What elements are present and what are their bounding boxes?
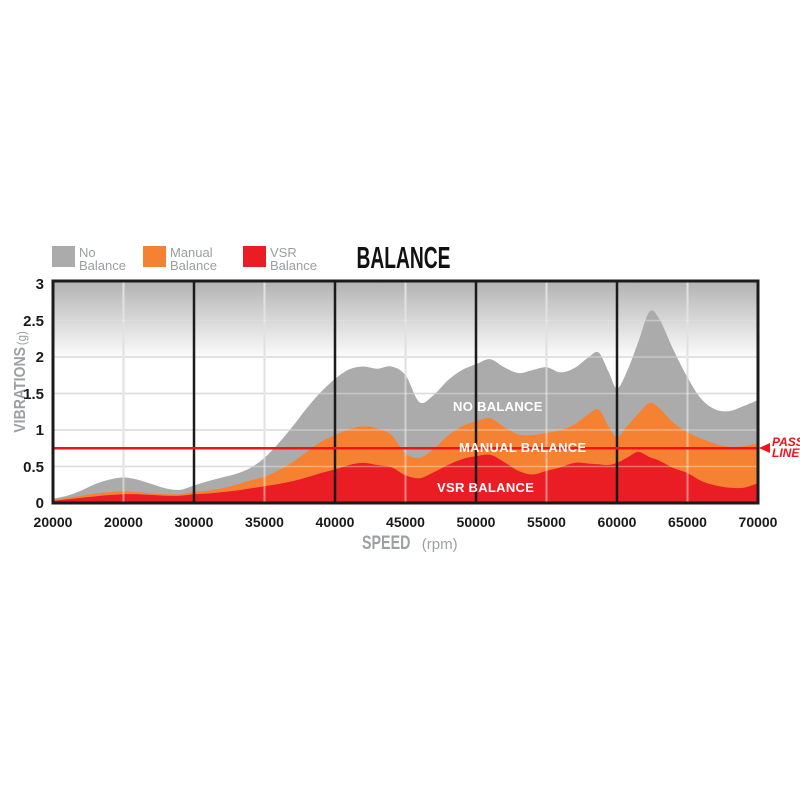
x-tick-label: 35000 xyxy=(245,514,284,530)
x-tick-label: 20000 xyxy=(104,514,143,530)
legend-line: Balance xyxy=(79,258,126,273)
y-tick-label: 2 xyxy=(35,349,44,366)
y-axis-unit: (g) xyxy=(13,331,29,346)
x-tick-label: 65000 xyxy=(668,514,707,530)
no-balance-area-label: NO BALANCE xyxy=(453,399,543,414)
legend-item-manual-balance: Manual Balance xyxy=(143,246,217,272)
legend-line: VSR xyxy=(270,245,297,260)
manual-balance-area-label: MANUAL BALANCE xyxy=(459,440,587,455)
y-tick-label: 0 xyxy=(35,495,44,512)
pass-line-label: PASS LINE xyxy=(772,435,800,460)
x-axis-title-text: SPEED xyxy=(362,533,411,554)
x-tick-label: 60000 xyxy=(597,514,637,530)
x-axis-title: SPEED (rpm) xyxy=(306,533,506,555)
y-tick-label: 3 xyxy=(35,276,44,293)
legend-line: Manual xyxy=(170,245,213,260)
x-tick-label: 45000 xyxy=(386,514,425,530)
pass-line-arrow-icon xyxy=(759,443,770,453)
legend-line: Balance xyxy=(270,258,317,273)
y-axis-title: VIBRATIONS (g) xyxy=(11,329,31,435)
legend-line: No xyxy=(79,245,96,260)
legend-line: Balance xyxy=(170,258,217,273)
x-tick-label: 50000 xyxy=(456,514,496,530)
legend-label: VSR Balance xyxy=(270,246,317,272)
no-balance-swatch-icon xyxy=(52,246,75,267)
y-tick-label: 1 xyxy=(35,422,44,439)
x-tick-label: 70000 xyxy=(738,514,778,530)
legend-item-vsr-balance: VSR Balance xyxy=(243,246,317,272)
x-tick-label: 30000 xyxy=(174,514,214,530)
x-tick-label: 40000 xyxy=(315,514,355,530)
y-tick-label: 2.5 xyxy=(23,312,44,330)
vsr-balance-area-label: VSR BALANCE xyxy=(437,480,535,495)
legend-item-no-balance: No Balance xyxy=(52,246,126,272)
y-tick-label: 1.5 xyxy=(23,385,44,403)
pass-line-callout: PASS LINE xyxy=(759,435,800,460)
x-tick-label: 55000 xyxy=(527,514,566,530)
legend-label: No Balance xyxy=(79,246,126,272)
vsr-balance-swatch-icon xyxy=(243,246,266,267)
legend-label: Manual Balance xyxy=(170,246,217,272)
y-tick-label: 0.5 xyxy=(23,458,44,476)
chart-title: BALANCE xyxy=(356,240,451,275)
manual-balance-swatch-icon xyxy=(143,246,166,267)
x-tick-label: 20000 xyxy=(33,514,73,530)
x-axis-unit: (rpm) xyxy=(421,536,458,553)
